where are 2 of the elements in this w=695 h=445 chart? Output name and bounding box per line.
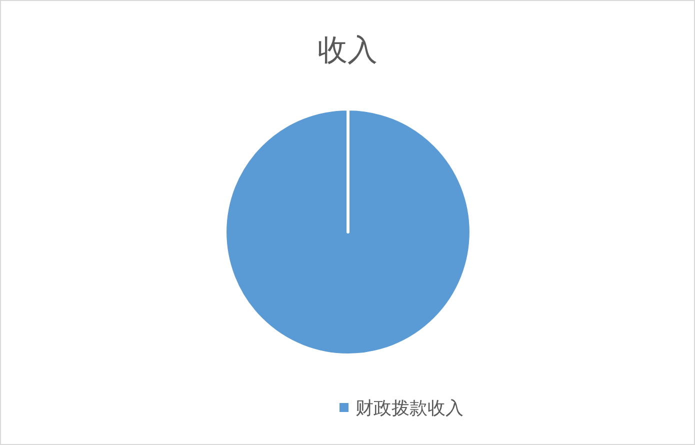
chart-title: 收入 xyxy=(318,33,378,68)
legend: 财政拨款收入 xyxy=(340,398,464,419)
